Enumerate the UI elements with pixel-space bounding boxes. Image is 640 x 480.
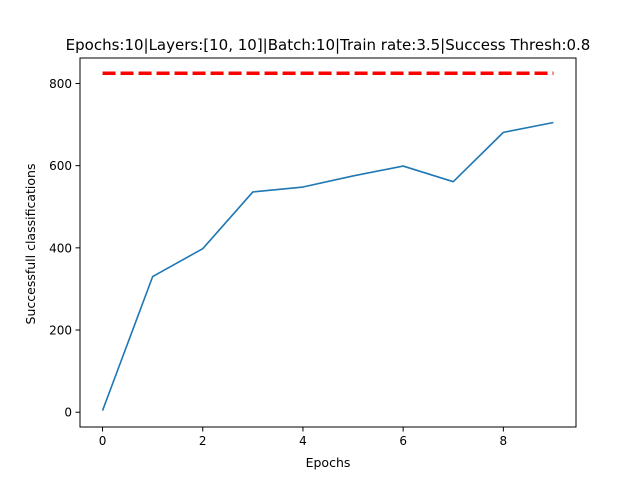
x-tick-label: 4 bbox=[299, 434, 307, 448]
x-tick-label: 8 bbox=[500, 434, 508, 448]
y-tick-label: 0 bbox=[64, 406, 72, 420]
x-tick-label: 2 bbox=[199, 434, 207, 448]
y-tick-label: 400 bbox=[49, 241, 72, 255]
y-tick-label: 800 bbox=[49, 77, 72, 91]
y-tick-label: 600 bbox=[49, 159, 72, 173]
series-line bbox=[101, 121, 554, 411]
plot-frame bbox=[79, 57, 577, 428]
x-axis-label: Epochs bbox=[306, 455, 351, 470]
x-tick-label: 6 bbox=[399, 434, 407, 448]
y-axis-label: Successfull classifications bbox=[23, 164, 38, 325]
y-tick-label: 200 bbox=[49, 324, 72, 338]
chart-title: Epochs:10|Layers:[10, 10]|Batch:10|Train… bbox=[66, 36, 591, 54]
x-tick-label: 0 bbox=[99, 434, 107, 448]
